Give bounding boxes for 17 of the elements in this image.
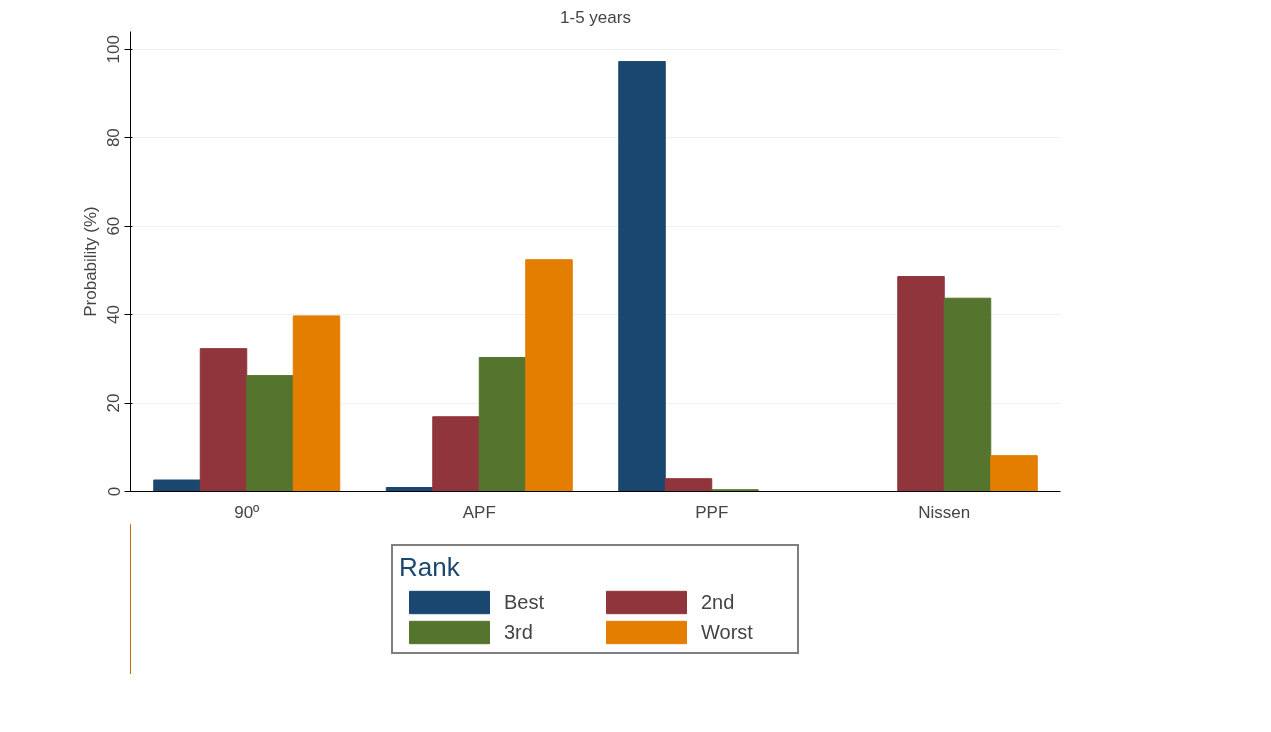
y-tick-label: 100 <box>104 35 124 64</box>
x-tick-label: PPF <box>695 502 729 522</box>
y-tick-label: 20 <box>104 393 124 413</box>
chart-title: 1-5 years <box>560 7 631 27</box>
y-axis-title: Probability (%) <box>80 206 100 317</box>
x-tick-label: Nissen <box>918 502 971 522</box>
y-tick-label: 60 <box>104 216 124 236</box>
legend-label: Best <box>504 590 546 614</box>
legend-label: 3rd <box>504 620 534 644</box>
legend-label: 2nd <box>701 590 736 614</box>
x-tick-label: APF <box>462 502 496 522</box>
y-tick-label: 40 <box>104 305 124 325</box>
y-tick-label: 80 <box>104 128 124 148</box>
y-tick-label: 0 <box>104 486 124 497</box>
legend-label: Worst <box>701 620 754 644</box>
x-tick-label: 90º <box>234 502 260 522</box>
legend-title: Rank <box>399 552 461 583</box>
